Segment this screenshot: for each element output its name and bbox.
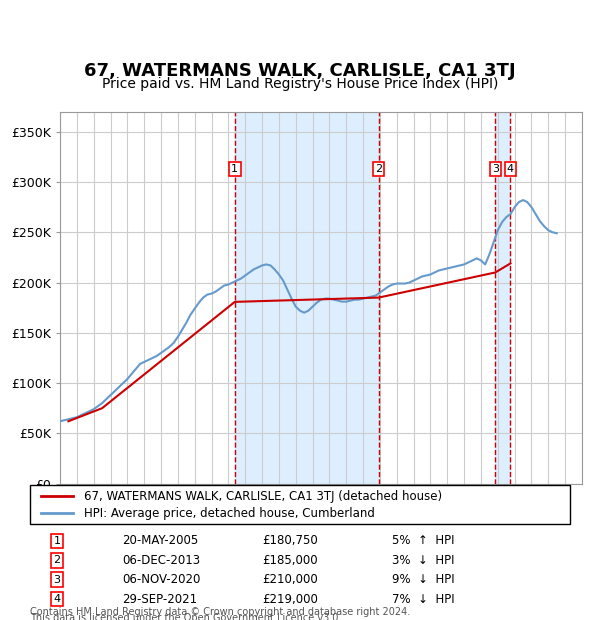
Bar (235, 112, 379, 484)
Text: 67, WATERMANS WALK, CARLISLE, CA1 3TJ (detached house): 67, WATERMANS WALK, CARLISLE, CA1 3TJ (d… (84, 490, 442, 503)
Text: 06-DEC-2013: 06-DEC-2013 (122, 554, 200, 567)
Text: Contains HM Land Registry data © Crown copyright and database right 2024.: Contains HM Land Registry data © Crown c… (30, 607, 410, 617)
Text: 7%  ↓  HPI: 7% ↓ HPI (392, 593, 454, 606)
Text: 4: 4 (53, 594, 61, 604)
Text: 3%  ↓  HPI: 3% ↓ HPI (392, 554, 454, 567)
Text: £185,000: £185,000 (262, 554, 318, 567)
Text: 5%  ↑  HPI: 5% ↑ HPI (392, 534, 454, 547)
Text: 1: 1 (231, 164, 238, 174)
Text: 20-MAY-2005: 20-MAY-2005 (122, 534, 198, 547)
Text: £210,000: £210,000 (262, 574, 318, 586)
Text: Price paid vs. HM Land Registry's House Price Index (HPI): Price paid vs. HM Land Registry's House … (102, 77, 498, 91)
Text: 3: 3 (53, 575, 61, 585)
Text: 29-SEP-2021: 29-SEP-2021 (122, 593, 197, 606)
Text: 1: 1 (53, 536, 61, 546)
Bar (495, 112, 511, 484)
Text: £180,750: £180,750 (262, 534, 318, 547)
Text: 3: 3 (492, 164, 499, 174)
Text: 06-NOV-2020: 06-NOV-2020 (122, 574, 200, 586)
Text: 2: 2 (53, 556, 61, 565)
Text: 67, WATERMANS WALK, CARLISLE, CA1 3TJ: 67, WATERMANS WALK, CARLISLE, CA1 3TJ (84, 62, 516, 81)
Text: £219,000: £219,000 (262, 593, 318, 606)
Text: HPI: Average price, detached house, Cumberland: HPI: Average price, detached house, Cumb… (84, 507, 375, 520)
Text: 2: 2 (375, 164, 382, 174)
FancyBboxPatch shape (30, 485, 570, 524)
Text: 4: 4 (507, 164, 514, 174)
Text: This data is licensed under the Open Government Licence v3.0.: This data is licensed under the Open Gov… (30, 613, 341, 620)
Text: 9%  ↓  HPI: 9% ↓ HPI (392, 574, 454, 586)
